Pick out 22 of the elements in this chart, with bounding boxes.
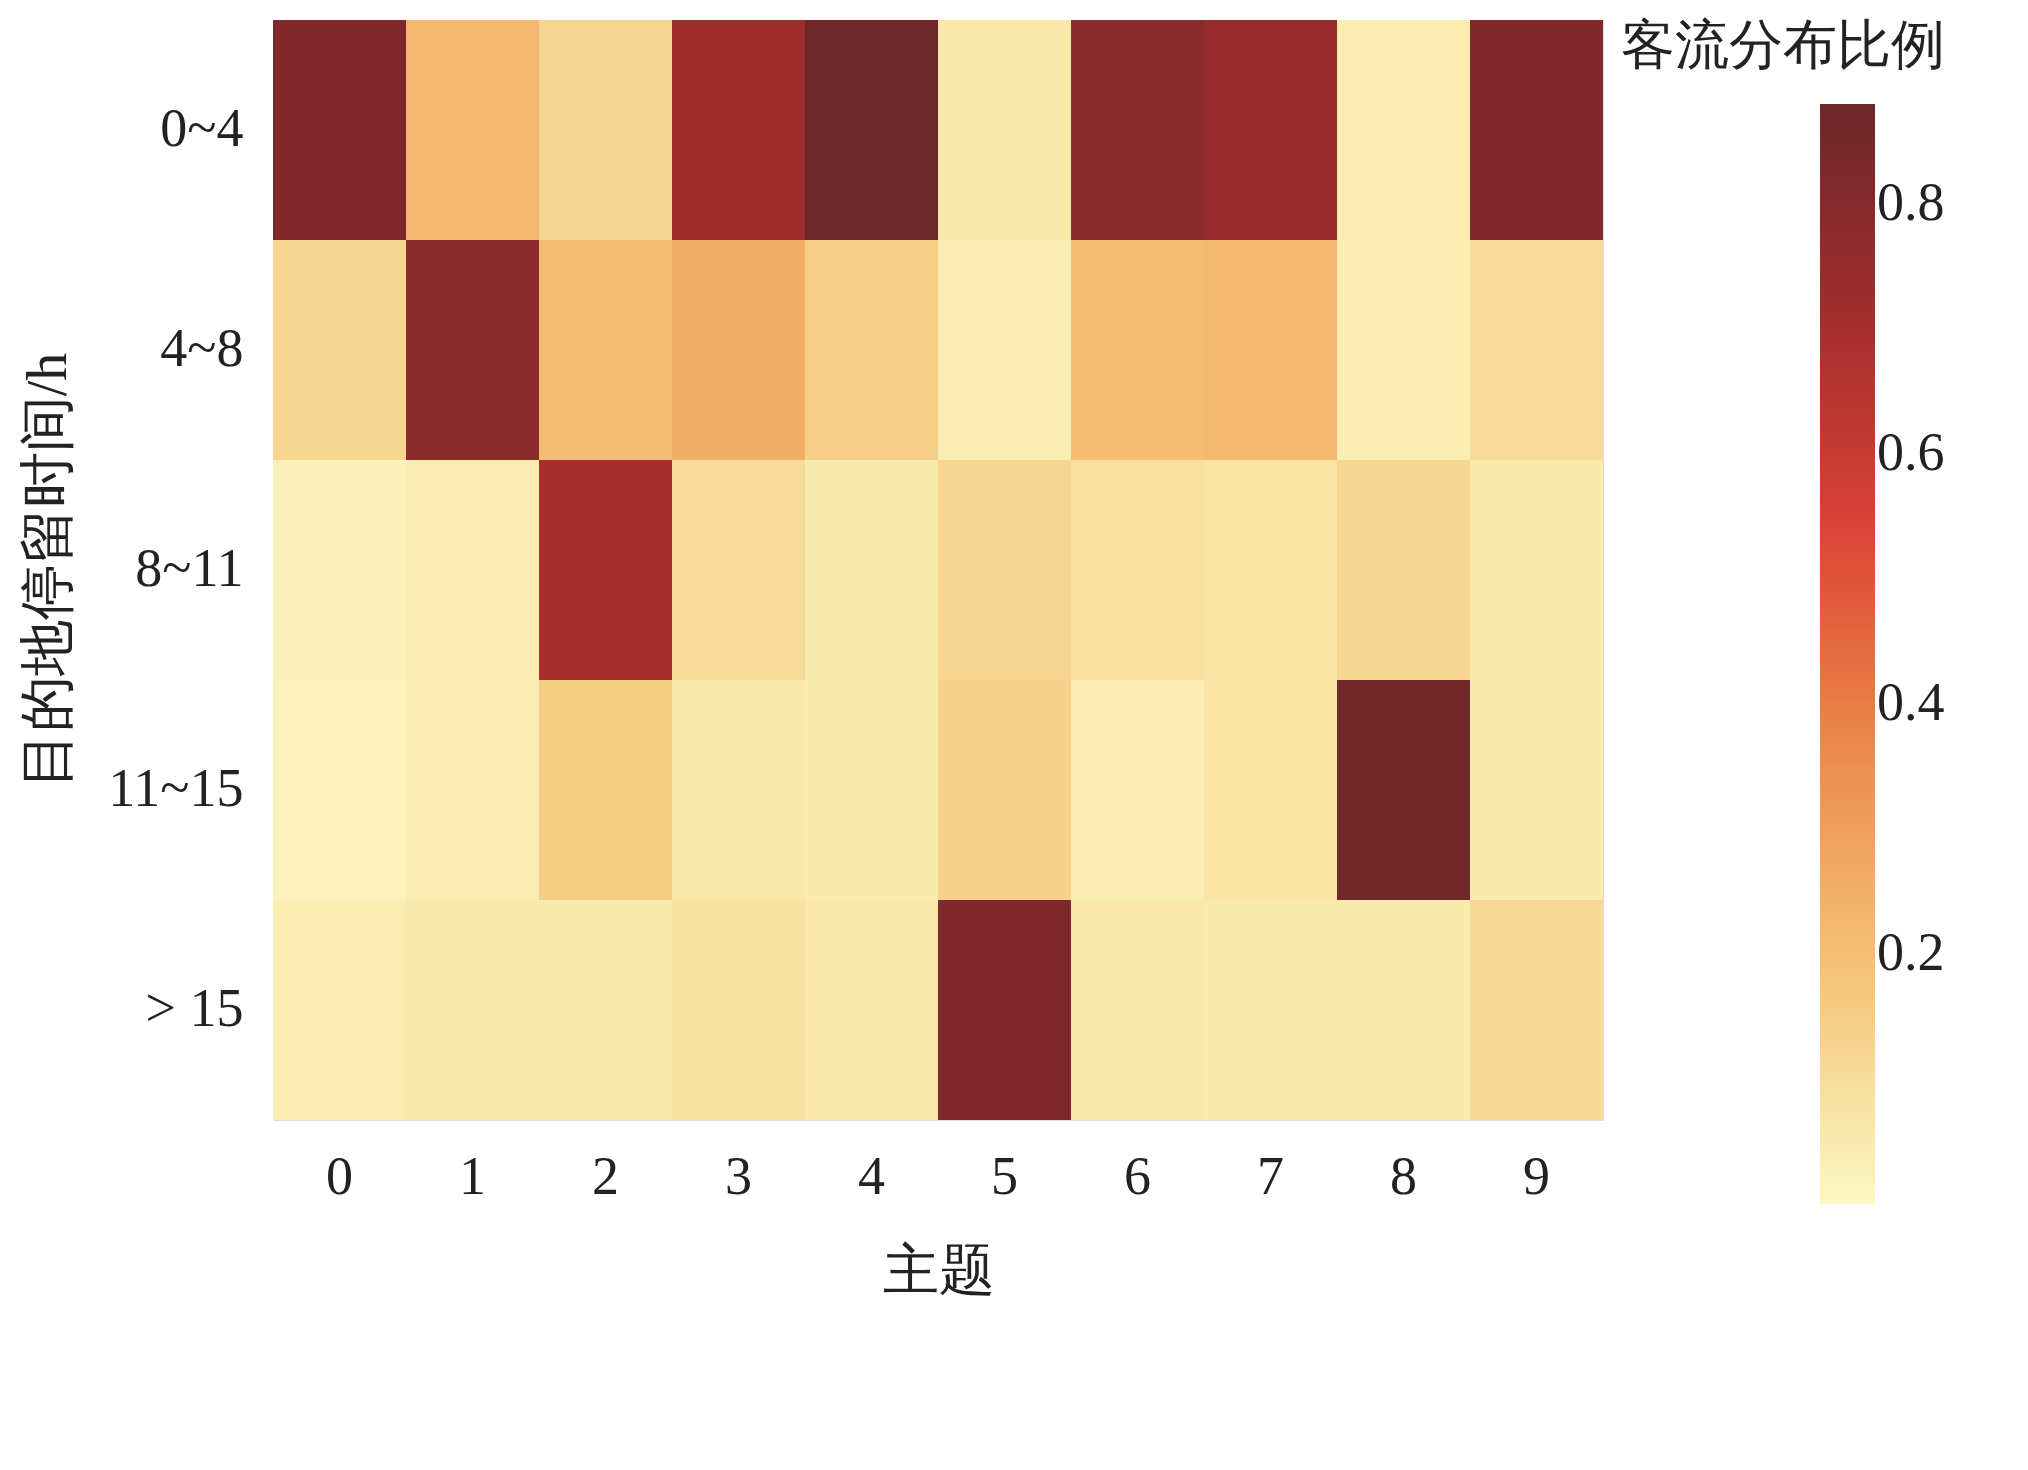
x-tick-label: 5: [991, 1145, 1018, 1206]
x-tick-label: 9: [1523, 1145, 1550, 1206]
x-tick-label: 0: [326, 1145, 353, 1206]
y-tick-label: 4~8: [160, 318, 244, 378]
x-tick-label: 2: [592, 1145, 619, 1206]
x-tick-label: 4: [858, 1145, 885, 1206]
x-tick-label: 7: [1257, 1145, 1284, 1206]
color-bar-label: 0.4: [1877, 672, 1945, 732]
color-bar-label: 0.2: [1877, 922, 1945, 982]
color-bar-title: 客流分布比例: [1621, 15, 1945, 75]
y-tick-label: > 15: [145, 978, 244, 1038]
color-bar-label: 0.6: [1877, 422, 1945, 482]
x-tick-label: 3: [725, 1145, 752, 1206]
x-tick-label: 1: [459, 1145, 486, 1206]
x-tick-label: 8: [1390, 1145, 1417, 1206]
color-bar-label: 0.8: [1877, 172, 1945, 232]
y-axis-title: 目的地停留时间/h: [16, 352, 79, 789]
y-tick-label: 8~11: [135, 538, 244, 598]
y-tick-label: 11~15: [108, 758, 244, 818]
y-tick-label: 0~4: [160, 98, 244, 158]
x-axis-title: 主题: [882, 1238, 995, 1301]
x-tick-label: 6: [1124, 1145, 1151, 1206]
